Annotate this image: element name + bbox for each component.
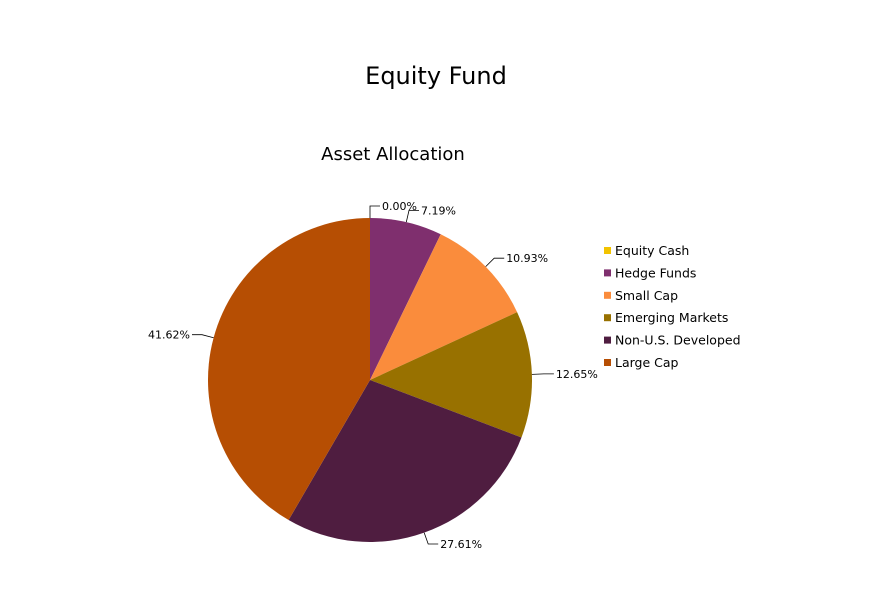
leader-line-hedge-funds [405, 209, 419, 223]
page-title: Equity Fund [365, 62, 507, 90]
data-label-equity-cash: 0.00% [382, 200, 417, 213]
leader-line-large-cap [192, 334, 214, 339]
pie-slice-emerging-markets [370, 312, 533, 438]
pie-slices [207, 218, 533, 543]
legend-swatch-emerging-markets [604, 314, 611, 322]
leader-line-emerging-markets [531, 373, 554, 375]
leader-line-non-u-s-developed [423, 532, 439, 545]
legend-swatch-equity-cash [604, 247, 611, 254]
pie-slice-large-cap [207, 218, 370, 521]
leader-line-small-cap [485, 257, 505, 267]
legend-label-large-cap: Large Cap [615, 355, 679, 370]
legend-label-small-cap: Small Cap [615, 288, 678, 303]
label-leaders [192, 205, 554, 545]
legend-swatch-large-cap [604, 359, 611, 366]
legend-label-non-u-s-developed: Non-U.S. Developed [615, 333, 741, 348]
legend-label-hedge-funds: Hedge Funds [615, 265, 696, 280]
data-label-large-cap: 41.62% [148, 329, 190, 342]
chart-title: Asset Allocation [321, 144, 465, 165]
leader-line-equity-cash [369, 205, 380, 218]
legend-label-equity-cash: Equity Cash [615, 243, 689, 258]
legend-swatch-non-u-s-developed [604, 336, 611, 344]
data-label-emerging-markets: 12.65% [556, 368, 598, 381]
pie-slice-non-u-s-developed [288, 380, 522, 543]
data-label-hedge-funds: 7.19% [421, 204, 456, 217]
legend-label-emerging-markets: Emerging Markets [615, 310, 728, 325]
legend-swatch-small-cap [604, 291, 611, 299]
data-label-small-cap: 10.93% [506, 252, 548, 265]
legend-swatch-hedge-funds [604, 269, 611, 277]
data-labels: 0.00% 7.19% 10.93% 12.65% 27.61% 41.62% [148, 200, 598, 551]
legend: Equity Cash Hedge Funds Small Cap Emerging … [604, 243, 741, 370]
pie-slice-hedge-funds [370, 218, 441, 380]
pie-slice-small-cap [370, 234, 518, 380]
data-label-non-u-s-developed: 27.61% [440, 538, 482, 551]
